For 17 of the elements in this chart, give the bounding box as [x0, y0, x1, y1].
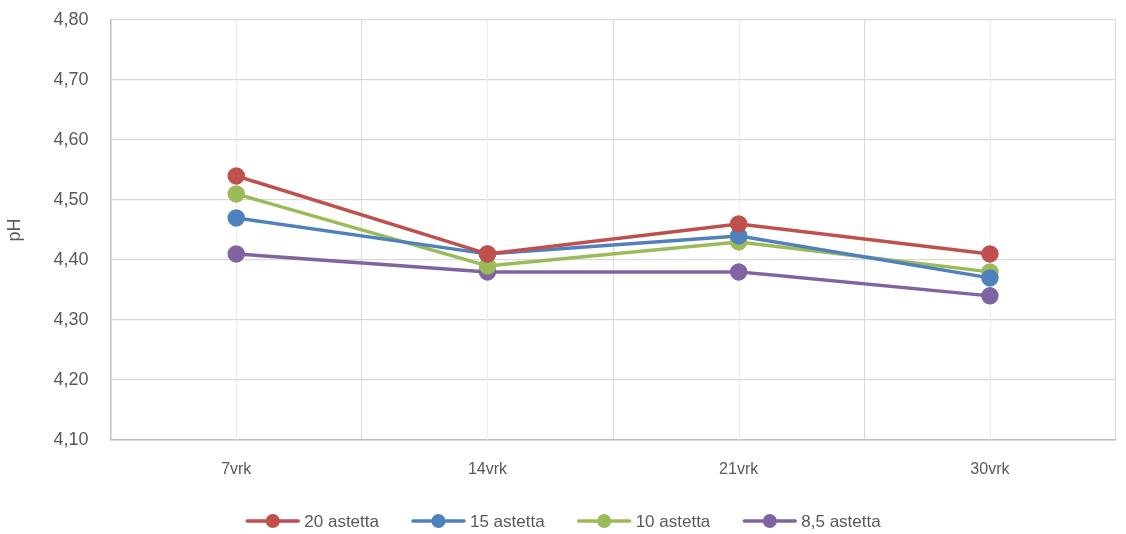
y-tick-label: 4,30 — [53, 308, 89, 329]
y-tick-label: 4,80 — [53, 8, 89, 29]
y-tick-label: 4,70 — [53, 68, 89, 89]
x-tick-label: 30vrk — [970, 459, 1011, 477]
x-tick-label: 7vrk — [221, 459, 253, 477]
legend-label: 20 astetta — [304, 511, 380, 531]
y-tick-label: 4,50 — [53, 188, 89, 209]
y-tick-label: 4,60 — [53, 128, 89, 149]
x-tick-label: 14vrk — [467, 459, 509, 477]
x-tick-label: 21vrk — [719, 459, 760, 477]
legend-label: 8,5 astetta — [801, 511, 882, 531]
y-axis-title: pH — [3, 218, 24, 242]
legend-label: 15 astetta — [469, 511, 546, 531]
y-tick-label: 4,10 — [53, 428, 89, 449]
y-tick-label: 4,40 — [53, 248, 89, 269]
y-tick-label: 4,20 — [53, 368, 89, 389]
legend-label: 10 astetta — [635, 511, 711, 531]
